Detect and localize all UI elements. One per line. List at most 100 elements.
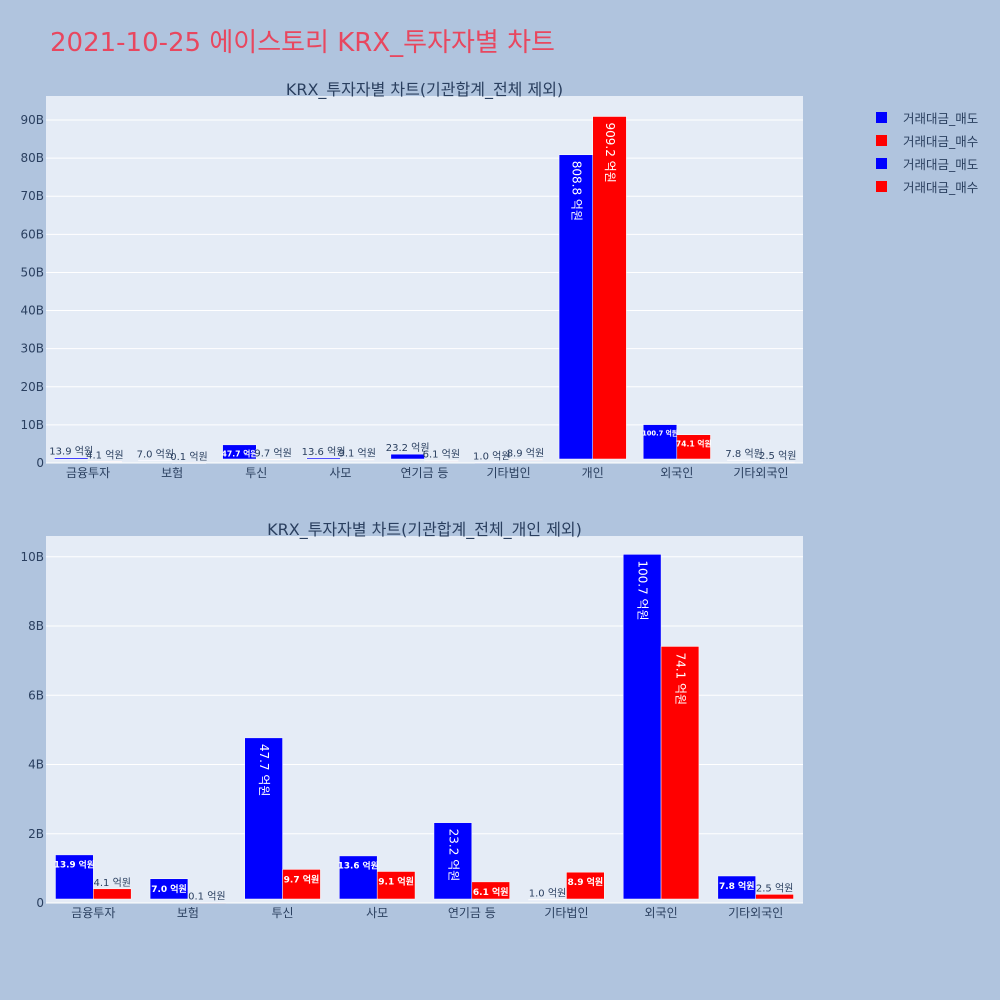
bar-value-label: 9.1 억원 [338, 448, 375, 460]
bar-value-label: 47.7 억원 [222, 449, 258, 459]
x-tick-label: 금융투자 [71, 906, 115, 920]
bar-buy[interactable] [93, 888, 132, 900]
x-tick-label: 외국인 [645, 906, 678, 920]
bar-value-label: 0.1 억원 [188, 891, 225, 903]
bar-buy[interactable] [566, 871, 605, 900]
y-tick-label: 40B [20, 304, 44, 318]
bar-value-label: 909.2 억원 [603, 123, 617, 183]
bar-sell[interactable] [642, 424, 678, 460]
bar-sell[interactable] [339, 855, 378, 900]
bar-value-label: 808.8 억원 [569, 161, 583, 221]
bar-value-label: 2.5 억원 [756, 882, 793, 894]
bar-value-label: 2.5 억원 [759, 450, 796, 462]
bar-value-label: 23.2 억원 [386, 442, 430, 454]
bar-buy[interactable] [508, 459, 543, 461]
x-tick-label: 연기금 등 [401, 466, 449, 480]
bar-buy[interactable] [171, 462, 207, 464]
bar-sell[interactable] [528, 899, 567, 901]
x-tick-label: 투신 [245, 466, 267, 480]
legend[interactable]: 거래대금_매도 거래대금_매수 거래대금_매도 거래대금_매수 [876, 106, 978, 198]
bar-value-label: 4.1 억원 [86, 449, 123, 461]
y-tick-label: 4B [28, 758, 44, 772]
x-tick-label: 투신 [272, 906, 294, 920]
x-tick-label: 보험 [177, 906, 199, 920]
x-tick-label: 사모 [366, 906, 388, 920]
x-tick-label: 외국인 [660, 466, 693, 480]
bar-value-label: 4.1 억원 [93, 877, 130, 889]
legend-item-buy-1[interactable]: 거래대금_매수 [876, 129, 978, 152]
y-tick-label: 30B [20, 342, 44, 356]
y-tick-label: 20B [20, 380, 44, 394]
bar-buy[interactable] [676, 434, 711, 460]
y-tick-label: 60B [20, 227, 44, 241]
bar-sell[interactable] [474, 462, 509, 464]
legend-label: 거래대금_매수 [903, 180, 979, 195]
x-tick-label: 개인 [582, 466, 604, 480]
x-tick-label: 사모 [329, 466, 351, 480]
y-tick-label: 0 [36, 896, 44, 910]
bar-buy[interactable] [424, 460, 459, 462]
y-tick-label: 6B [28, 688, 44, 702]
bar-sell[interactable] [55, 854, 94, 900]
bar-sell[interactable] [244, 737, 283, 900]
plot-area [46, 96, 803, 463]
bar-buy[interactable] [187, 902, 227, 904]
bar-buy[interactable] [340, 459, 375, 461]
legend-swatch [876, 181, 887, 192]
bar-value-label: 7.0 억원 [137, 448, 174, 460]
bar-sell[interactable] [717, 875, 756, 900]
legend-swatch [876, 158, 887, 169]
bar-buy[interactable] [471, 881, 510, 900]
bar-value-label: 100.7 억원 [636, 560, 650, 620]
bar-value-label: 9.7 억원 [254, 447, 291, 459]
bar-buy[interactable] [760, 461, 795, 463]
bar-value-label: 13.6 억원 [338, 860, 379, 872]
bar-buy[interactable] [592, 116, 627, 460]
y-tick-label: 80B [20, 151, 44, 165]
bar-sell[interactable] [433, 822, 473, 900]
bar-value-label: 13.9 억원 [54, 859, 95, 871]
y-tick-label: 2B [28, 827, 44, 841]
bar-sell[interactable] [138, 460, 173, 462]
y-tick-label: 10B [20, 550, 44, 564]
legend-item-sell-2[interactable]: 거래대금_매도 [876, 152, 978, 175]
bar-sell[interactable] [54, 457, 89, 460]
legend-item-sell-1[interactable]: 거래대금_매도 [876, 106, 978, 129]
bar-value-label: 7.8 억원 [719, 880, 755, 892]
y-tick-label: 0 [36, 456, 44, 470]
x-tick-label: 기타외국인 [728, 906, 783, 920]
bar-value-label: 6.1 억원 [473, 886, 509, 898]
bar-buy[interactable] [660, 646, 700, 900]
legend-label: 거래대금_매도 [903, 111, 979, 126]
bar-value-label: 9.7 억원 [284, 873, 320, 885]
bar-buy[interactable] [282, 869, 321, 900]
y-tick-label: 70B [20, 189, 44, 203]
legend-item-buy-2[interactable]: 거래대금_매수 [876, 175, 978, 198]
chart-title: KRX_투자자별 차트(기관합계_전체 제외) [286, 80, 563, 100]
legend-swatch [876, 112, 887, 123]
bar-sell[interactable] [306, 457, 341, 460]
bar-buy[interactable] [256, 459, 291, 461]
bar-sell[interactable] [390, 453, 425, 460]
bar-value-label: 1.0 억원 [529, 888, 566, 900]
legend-label: 거래대금_매수 [903, 134, 979, 149]
x-tick-label: 보험 [161, 466, 183, 480]
legend-swatch [876, 135, 887, 146]
bar-sell[interactable] [222, 444, 257, 460]
bar-buy[interactable] [376, 871, 416, 900]
bar-buy[interactable] [87, 461, 122, 463]
bar-value-label: 7.8 억원 [725, 448, 762, 460]
bar-value-label: 7.0 억원 [151, 883, 187, 895]
x-tick-label: 연기금 등 [448, 906, 496, 920]
bar-buy[interactable] [755, 894, 794, 900]
y-tick-label: 50B [20, 265, 44, 279]
bar-value-label: 23.2 억원 [446, 829, 460, 882]
x-tick-label: 기타법인 [487, 466, 531, 480]
bar-value-label: 13.9 억원 [49, 446, 93, 458]
bar-sell[interactable] [149, 878, 189, 900]
bar-sell[interactable] [622, 554, 662, 900]
bar-sell[interactable] [727, 459, 762, 461]
bar-value-label: 8.9 억원 [568, 876, 604, 888]
bar-value-label: 8.9 억원 [507, 448, 544, 460]
